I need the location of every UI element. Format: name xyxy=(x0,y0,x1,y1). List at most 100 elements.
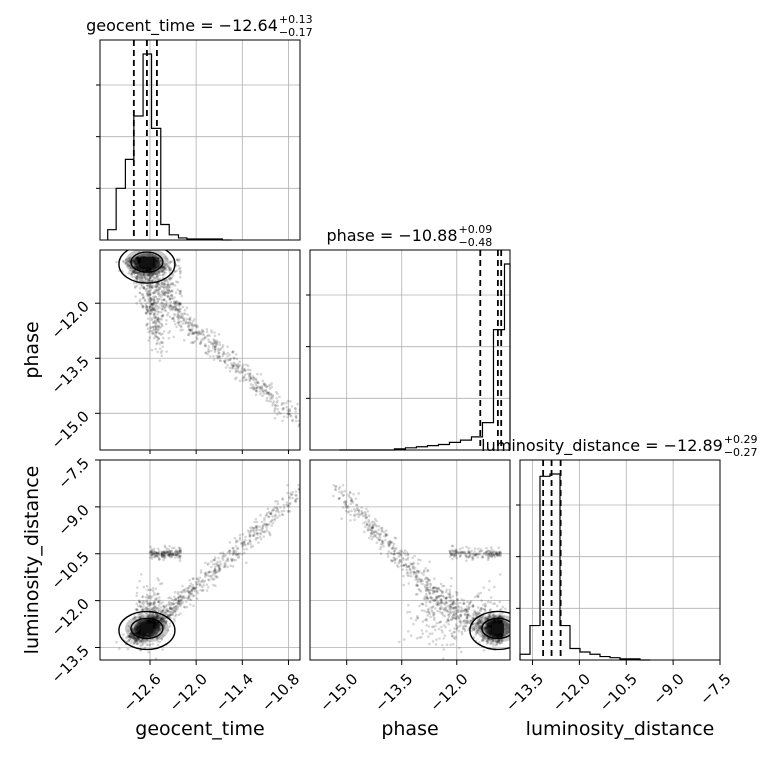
sample-point xyxy=(148,279,151,282)
sample-point xyxy=(501,633,504,637)
sample-point xyxy=(268,387,272,390)
sample-point xyxy=(148,285,152,289)
sample-point xyxy=(177,546,181,550)
sample-point xyxy=(162,285,165,289)
sample-point xyxy=(252,378,255,382)
sample-point xyxy=(148,276,152,280)
sample-point xyxy=(148,305,151,308)
sample-point xyxy=(137,638,141,641)
sample-point xyxy=(145,643,149,647)
sample-point xyxy=(151,620,155,623)
sample-point xyxy=(226,559,230,563)
sample-point xyxy=(166,258,169,261)
sample-point xyxy=(152,264,155,268)
sample-point xyxy=(294,493,298,497)
sample-point xyxy=(151,332,154,335)
sample-point xyxy=(251,375,255,378)
sample-point xyxy=(222,555,226,558)
sample-point xyxy=(140,643,144,647)
sample-point xyxy=(215,570,218,573)
sample-point xyxy=(149,274,153,278)
sample-point xyxy=(207,349,210,353)
sample-point xyxy=(142,286,146,289)
sample-point xyxy=(172,312,176,316)
sample-point xyxy=(165,610,168,613)
sample-point xyxy=(244,535,247,539)
sample-point xyxy=(146,615,150,618)
sample-point xyxy=(237,364,240,368)
sample-point xyxy=(144,635,148,638)
sample-point xyxy=(138,273,142,276)
sample-point xyxy=(263,390,266,393)
sample-point xyxy=(147,299,151,302)
sample-point xyxy=(194,331,198,334)
sample-point xyxy=(136,259,140,262)
sample-point xyxy=(142,267,146,271)
sample-point xyxy=(168,596,172,599)
sample-point xyxy=(185,306,189,310)
sample-point xyxy=(223,564,227,567)
sample-point xyxy=(157,282,161,285)
sample-point xyxy=(152,257,156,261)
sample-point xyxy=(143,298,147,302)
sample-point xyxy=(156,319,159,323)
sample-point xyxy=(297,419,300,423)
sample-point xyxy=(161,616,164,620)
sample-point xyxy=(163,263,167,266)
sample-point xyxy=(132,642,135,645)
sample-point xyxy=(133,636,137,639)
sample-point xyxy=(150,303,154,307)
sample-point xyxy=(144,304,147,308)
sample-point xyxy=(151,612,155,615)
sample-point xyxy=(204,561,207,565)
sample-point xyxy=(166,295,170,298)
sample-point xyxy=(192,577,195,581)
sample-point xyxy=(142,634,145,638)
sample-point xyxy=(166,281,170,284)
sample-point xyxy=(138,622,141,626)
sample-point xyxy=(168,276,171,280)
sample-point xyxy=(131,275,134,278)
sample-point xyxy=(152,591,156,595)
sample-point xyxy=(140,273,144,277)
sample-point xyxy=(142,604,145,608)
sample-point xyxy=(151,308,155,311)
sample-point xyxy=(248,374,252,377)
sample-point xyxy=(148,635,151,638)
sample-point xyxy=(160,307,164,311)
sample-point xyxy=(162,266,166,270)
sample-point xyxy=(236,540,239,543)
sample-point xyxy=(157,623,160,626)
sample-point xyxy=(129,266,132,270)
sample-point xyxy=(136,263,140,266)
sample-point xyxy=(214,344,218,347)
sample-point xyxy=(178,302,182,306)
sample-point xyxy=(151,602,154,606)
sample-point xyxy=(139,634,143,638)
sample-point xyxy=(155,266,159,269)
sample-point xyxy=(499,620,503,623)
sample-point xyxy=(153,256,157,260)
sample-point xyxy=(196,325,200,329)
sample-point xyxy=(493,619,497,622)
sample-point xyxy=(495,640,499,644)
sample-point xyxy=(126,264,130,267)
sample-point xyxy=(297,425,300,428)
sample-point xyxy=(209,565,213,569)
sample-point xyxy=(154,315,158,319)
sample-point xyxy=(182,588,186,592)
sample-point xyxy=(137,630,141,633)
sample-point xyxy=(213,569,216,573)
sample-point xyxy=(153,265,157,269)
sample-point xyxy=(486,629,490,633)
sample-point xyxy=(276,392,279,396)
sample-point xyxy=(191,577,195,580)
sample-point xyxy=(163,552,166,556)
sample-point xyxy=(137,622,141,625)
sample-point xyxy=(152,616,156,619)
sample-point xyxy=(256,381,260,384)
sample-point xyxy=(175,258,179,261)
sample-point xyxy=(143,266,146,270)
sample-point xyxy=(231,553,235,557)
sample-point xyxy=(139,644,142,647)
